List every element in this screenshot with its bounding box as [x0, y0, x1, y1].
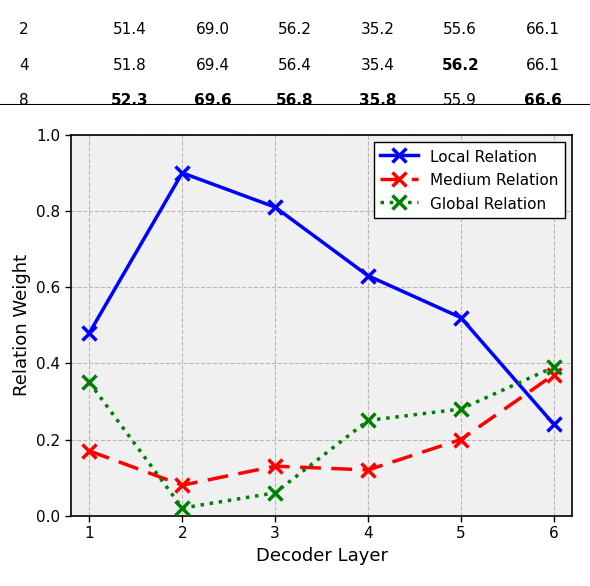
Text: 4: 4 — [19, 58, 28, 73]
X-axis label: Decoder Layer: Decoder Layer — [255, 547, 388, 565]
Local Relation — [271, 203, 278, 210]
Text: 35.2: 35.2 — [360, 22, 395, 37]
Text: 55.6: 55.6 — [443, 22, 477, 37]
Text: 56.8: 56.8 — [276, 93, 314, 108]
Medium Relation — [550, 372, 558, 379]
Y-axis label: Relation Weight: Relation Weight — [12, 254, 31, 396]
Medium Relation — [271, 463, 278, 470]
Local Relation — [365, 272, 372, 279]
Text: 56.4: 56.4 — [278, 58, 312, 73]
Text: 2: 2 — [19, 22, 28, 37]
Medium Relation — [179, 482, 186, 489]
Text: 55.9: 55.9 — [443, 93, 477, 108]
Line: Local Relation: Local Relation — [83, 166, 560, 431]
Text: 69.4: 69.4 — [195, 58, 230, 73]
Line: Global Relation: Global Relation — [83, 360, 560, 515]
Legend: Local Relation, Medium Relation, Global Relation: Local Relation, Medium Relation, Global … — [373, 142, 565, 218]
Medium Relation — [457, 436, 464, 443]
Global Relation — [457, 406, 464, 413]
Local Relation — [86, 329, 93, 336]
Local Relation — [457, 314, 464, 321]
Text: 69.6: 69.6 — [194, 93, 231, 108]
Text: 52.3: 52.3 — [111, 93, 149, 108]
Global Relation — [271, 489, 278, 496]
Text: 66.1: 66.1 — [526, 22, 560, 37]
Line: Medium Relation: Medium Relation — [83, 368, 560, 492]
Medium Relation — [86, 448, 93, 455]
Text: 8: 8 — [19, 93, 28, 108]
Text: 51.8: 51.8 — [113, 58, 147, 73]
Global Relation — [86, 379, 93, 386]
Local Relation — [550, 421, 558, 428]
Medium Relation — [365, 466, 372, 473]
Text: 56.2: 56.2 — [441, 58, 479, 73]
Text: 56.2: 56.2 — [278, 22, 312, 37]
Global Relation — [365, 417, 372, 424]
Global Relation — [179, 505, 186, 512]
Global Relation — [550, 363, 558, 371]
Text: 66.6: 66.6 — [524, 93, 562, 108]
Text: 35.4: 35.4 — [360, 58, 395, 73]
Text: 69.0: 69.0 — [195, 22, 230, 37]
Local Relation — [179, 169, 186, 176]
Text: 35.8: 35.8 — [359, 93, 396, 108]
Text: 51.4: 51.4 — [113, 22, 147, 37]
Text: 66.1: 66.1 — [526, 58, 560, 73]
